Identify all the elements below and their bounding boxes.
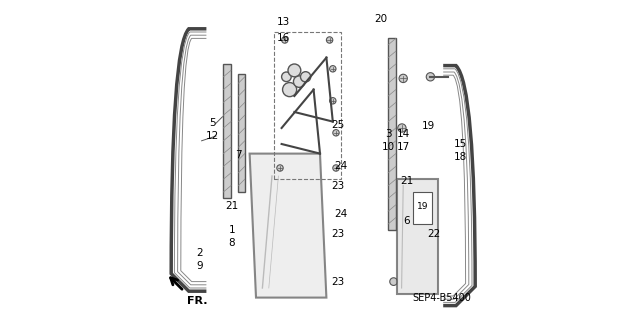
Text: 17: 17 [397,142,410,152]
Circle shape [283,83,297,97]
Text: 12: 12 [206,131,220,141]
Text: 16: 16 [276,33,290,44]
Circle shape [330,66,336,72]
Text: 18: 18 [454,152,467,162]
Text: 19: 19 [417,202,428,211]
Circle shape [326,37,333,43]
Text: 19: 19 [422,121,435,132]
Circle shape [293,76,305,87]
Text: 5: 5 [209,118,216,128]
Text: 21: 21 [400,176,413,186]
Text: 7: 7 [235,150,242,160]
Text: 24: 24 [334,209,348,220]
Text: 3: 3 [385,129,392,140]
Text: 10: 10 [382,142,396,152]
Text: 20: 20 [374,14,387,24]
Text: 23: 23 [331,276,344,287]
Polygon shape [250,154,326,298]
Circle shape [277,165,283,171]
Circle shape [282,72,291,82]
Bar [388,38,396,230]
Bar [239,74,245,192]
Text: 24: 24 [334,161,348,172]
Text: 23: 23 [331,180,344,191]
Circle shape [333,130,339,136]
Text: 21: 21 [225,201,239,212]
Circle shape [301,72,311,82]
Text: 23: 23 [331,228,344,239]
Bar [223,64,231,198]
Polygon shape [397,179,438,294]
Text: FR.: FR. [187,296,208,306]
Bar [413,192,432,224]
Text: 8: 8 [228,238,236,248]
Circle shape [282,37,288,43]
Text: 6: 6 [403,216,410,226]
Text: SEP4-B5400: SEP4-B5400 [412,292,471,303]
Circle shape [398,124,406,132]
Text: 2: 2 [196,248,204,258]
Circle shape [333,165,339,171]
Text: 22: 22 [427,228,440,239]
Circle shape [426,73,435,81]
Circle shape [288,64,301,77]
Text: 1: 1 [228,225,236,236]
Text: 14: 14 [397,129,410,140]
Circle shape [330,98,336,104]
Circle shape [399,74,408,83]
Text: 13: 13 [276,17,290,28]
Circle shape [390,278,397,285]
Text: 9: 9 [196,260,204,271]
Text: 15: 15 [454,139,467,149]
Bar [274,32,341,179]
Text: 25: 25 [331,120,344,130]
